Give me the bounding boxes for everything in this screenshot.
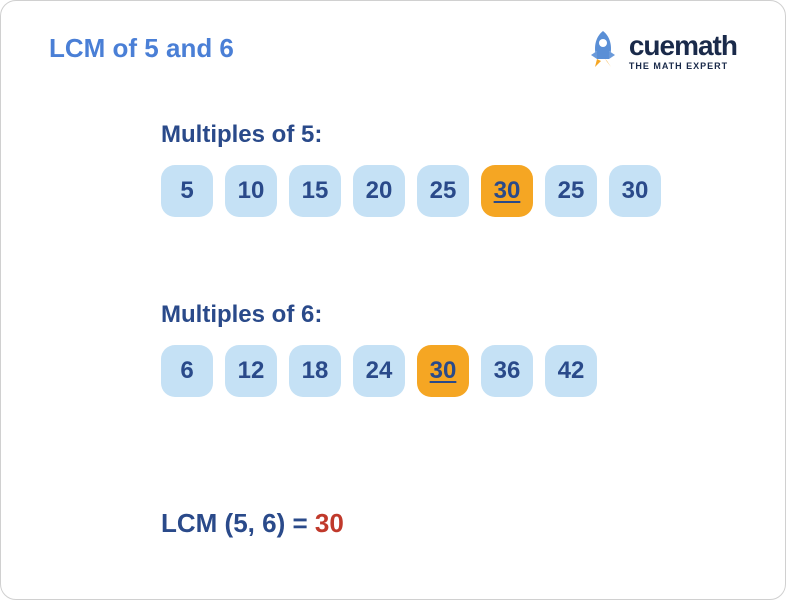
chip: 30 xyxy=(609,165,661,217)
rocket-icon xyxy=(585,29,621,74)
chip: 42 xyxy=(545,345,597,397)
chip-highlight: 30 xyxy=(417,345,469,397)
chip-row: 6121824303642 xyxy=(161,345,597,397)
lcm-result: LCM (5, 6) = 30 xyxy=(161,508,344,539)
chip: 6 xyxy=(161,345,213,397)
logo-text: cuemath THE MATH EXPERT xyxy=(629,32,737,71)
chip-row: 510152025302530 xyxy=(161,165,661,217)
title-text: LCM of 5 and 6 xyxy=(49,33,234,63)
chip-highlight: 30 xyxy=(481,165,533,217)
chip: 24 xyxy=(353,345,405,397)
chip: 18 xyxy=(289,345,341,397)
logo-tagline: THE MATH EXPERT xyxy=(629,62,737,71)
chip: 20 xyxy=(353,165,405,217)
result-label: LCM (5, 6) = xyxy=(161,508,315,538)
chip: 12 xyxy=(225,345,277,397)
multiples-of-5-section: Multiples of 5: 510152025302530 xyxy=(161,121,661,217)
chip: 15 xyxy=(289,165,341,217)
section-label: Multiples of 6: xyxy=(161,301,597,329)
chip: 36 xyxy=(481,345,533,397)
chip: 5 xyxy=(161,165,213,217)
chip: 10 xyxy=(225,165,277,217)
multiples-of-6-section: Multiples of 6: 6121824303642 xyxy=(161,301,597,397)
page-title: LCM of 5 and 6 xyxy=(49,33,234,64)
logo-brand: cuemath xyxy=(629,32,737,60)
chip: 25 xyxy=(417,165,469,217)
result-value: 30 xyxy=(315,508,344,538)
chip: 25 xyxy=(545,165,597,217)
section-label: Multiples of 5: xyxy=(161,121,661,149)
brand-logo: cuemath THE MATH EXPERT xyxy=(585,29,737,74)
